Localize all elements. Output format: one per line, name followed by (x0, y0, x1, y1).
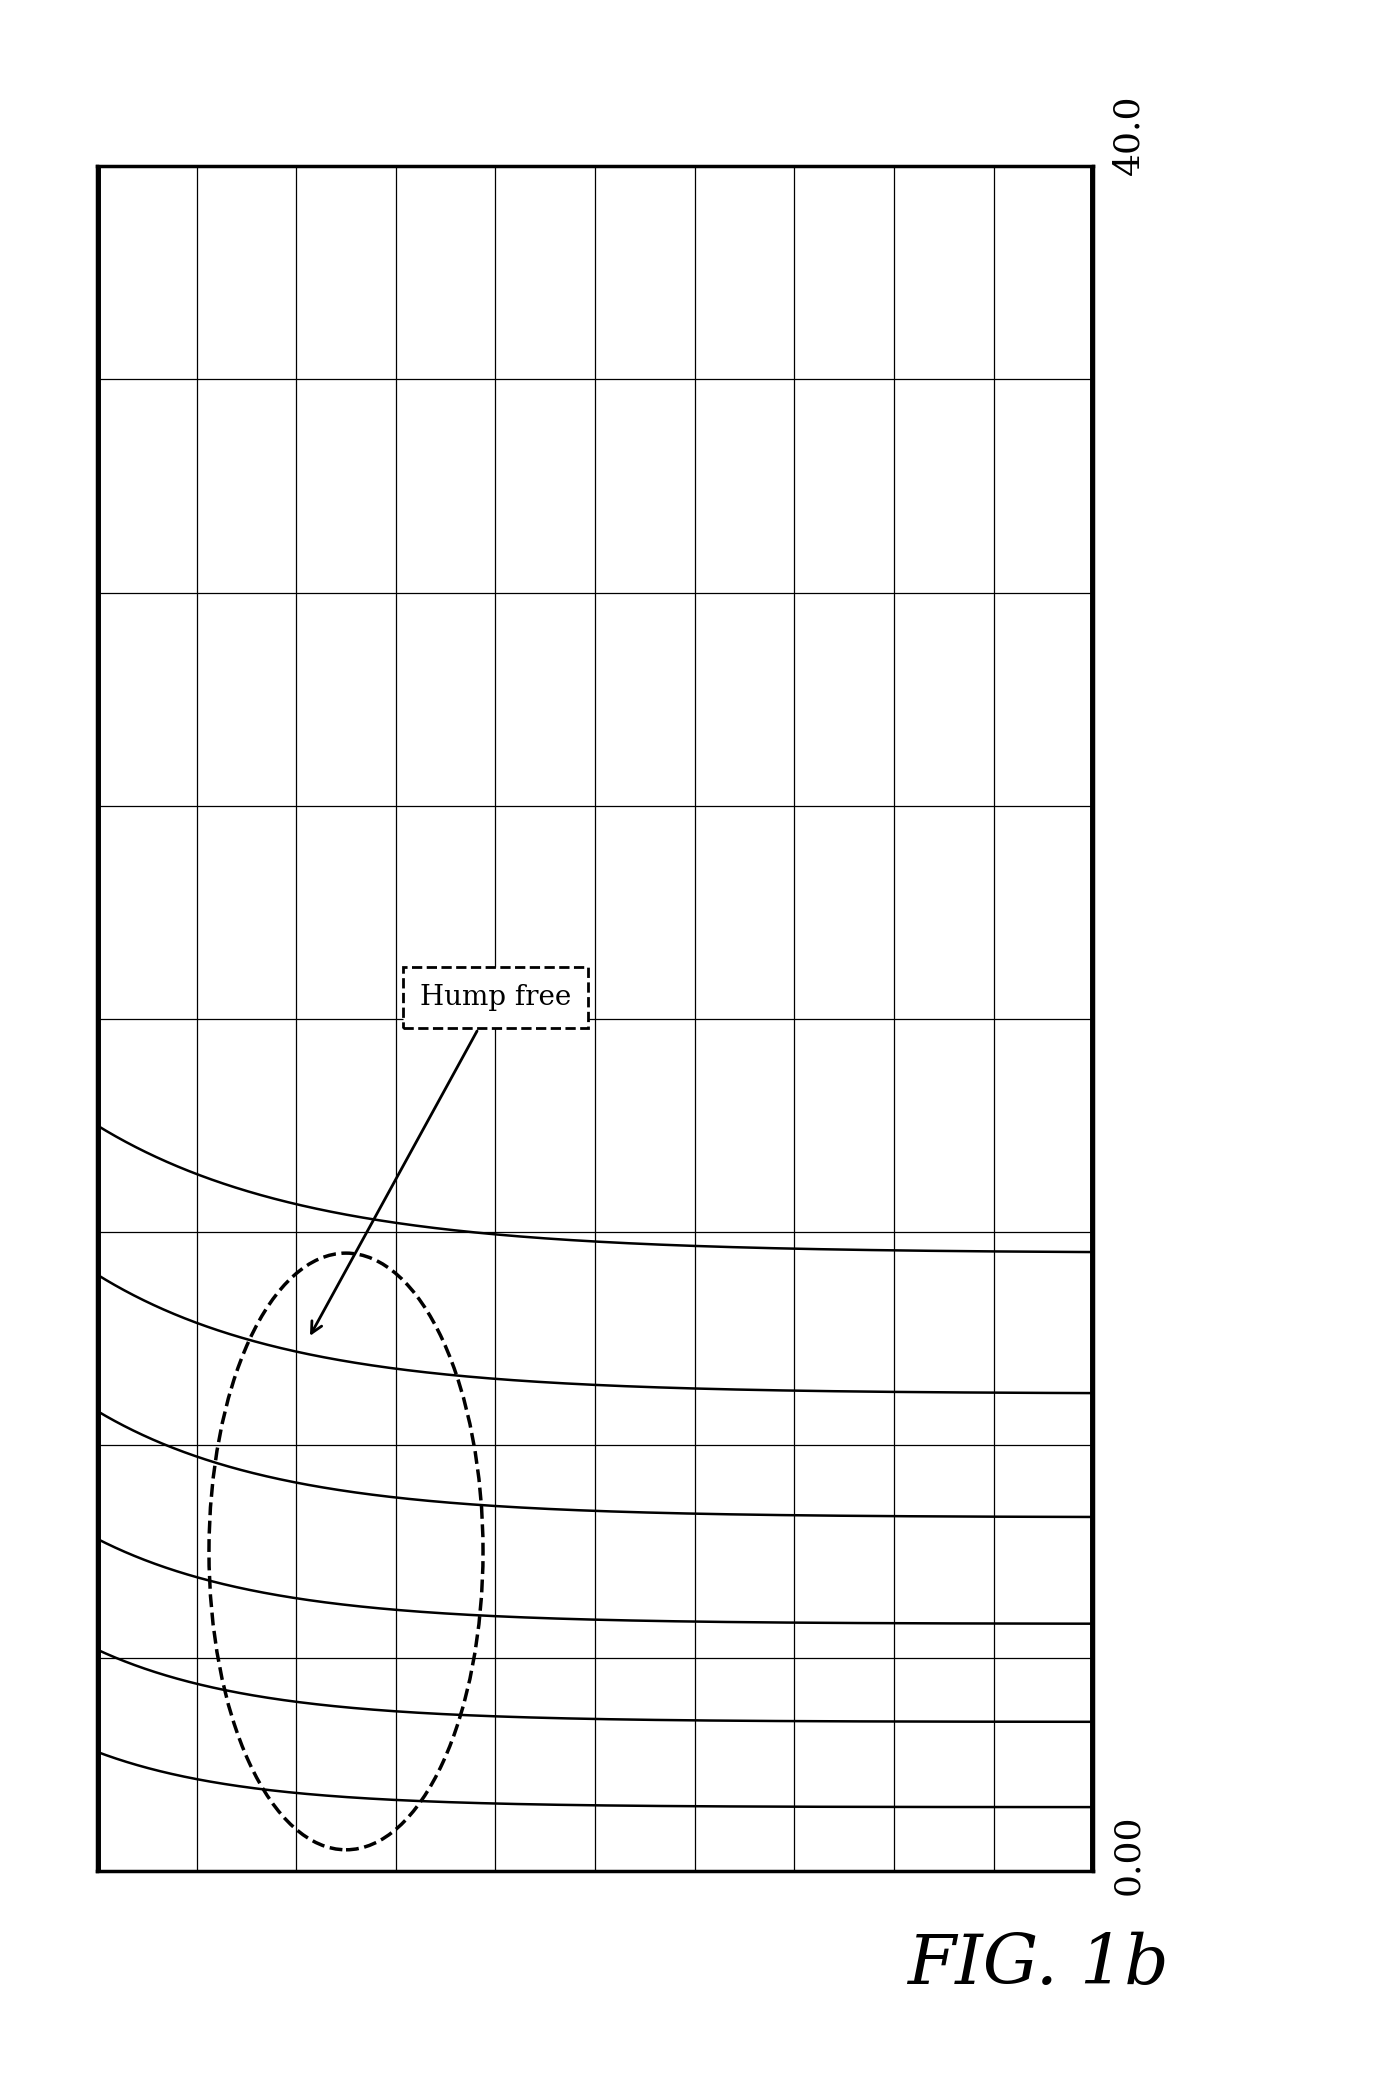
Text: 40.0: 40.0 (1111, 96, 1145, 175)
Text: 0.00: 0.00 (1111, 1815, 1145, 1894)
Text: Hump free: Hump free (311, 983, 572, 1333)
Text: FIG. 1b: FIG. 1b (907, 1931, 1169, 1998)
